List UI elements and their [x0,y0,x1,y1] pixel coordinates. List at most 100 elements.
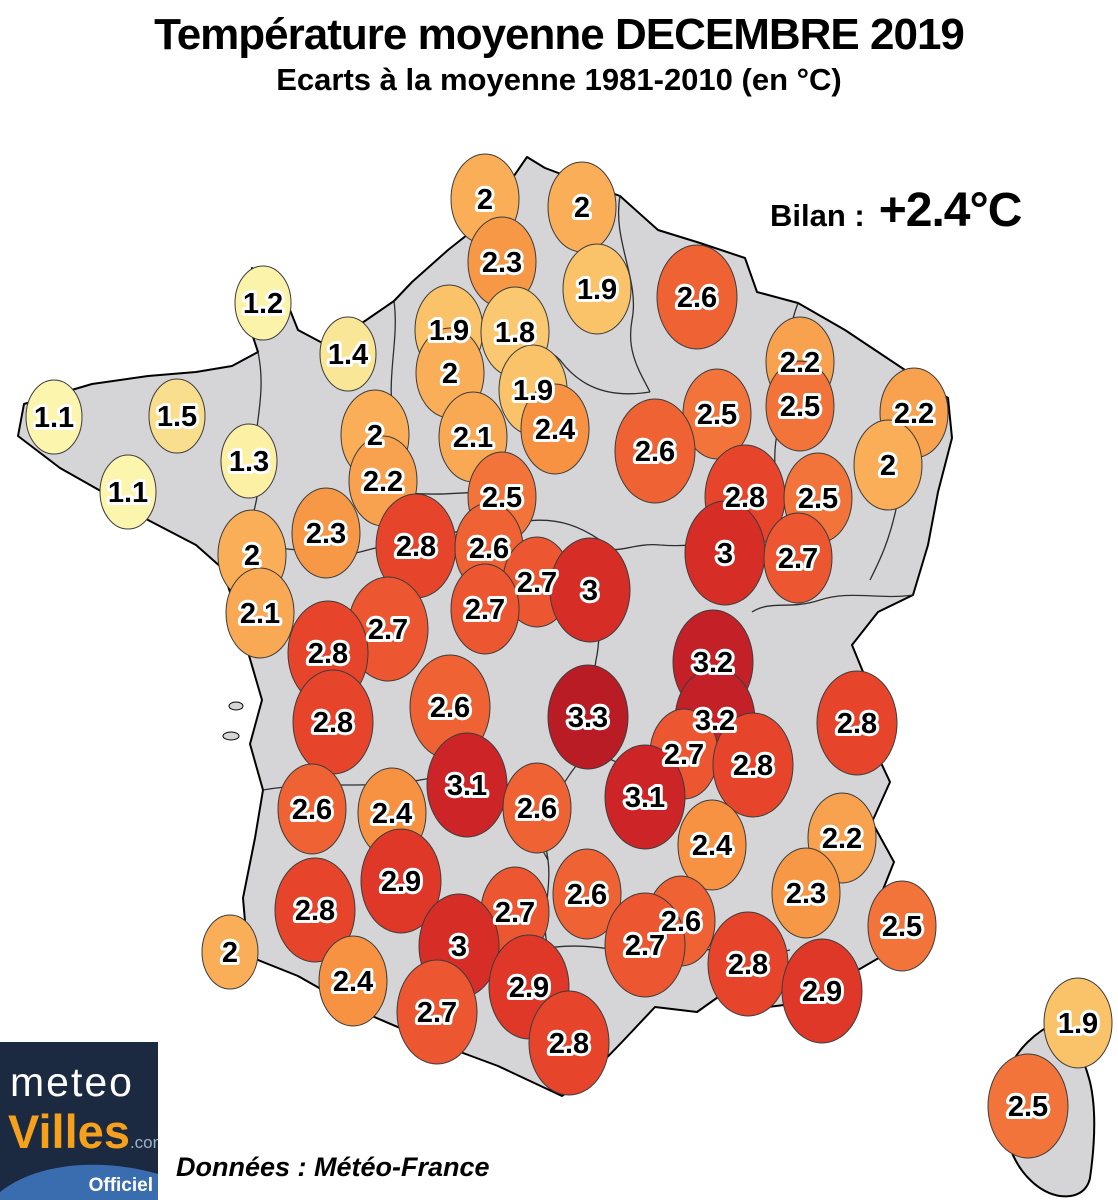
anomaly-ellipse [201,914,259,990]
anomaly-value-label: 1.2 [243,288,283,320]
anomaly-ellipse [771,847,841,939]
data-source: Données : Météo-France [176,1152,490,1182]
anomaly-value-label: 2.9 [381,866,421,898]
anomaly-value-label: 2.8 [837,708,877,740]
page-title: Température moyenne DECEMBRE 2019 [154,10,965,59]
anomaly-value-label: 2.5 [697,399,737,431]
anomaly-value-label: 3.1 [447,770,487,802]
anomaly-ellipse [319,316,377,392]
anomaly-value-label: 2.3 [786,878,826,910]
anomaly-ellipse [291,487,361,579]
anomaly-ellipse [502,762,572,854]
anomaly-value-label: 2.8 [549,1028,589,1060]
anomaly-ellipse [712,712,794,818]
anomaly-ellipse [549,537,631,643]
anomaly-ellipse [781,938,863,1044]
islet [228,701,244,711]
anomaly-ellipse [450,563,520,655]
anomaly-value-label: 3 [717,538,733,570]
anomaly-value-label: 2.5 [780,391,820,423]
anomaly-ellipse [148,378,206,454]
anomaly-value-label: 2.6 [469,533,509,565]
anomaly-value-label: 2.1 [240,598,280,630]
anomaly-ellipse [604,892,686,998]
anomaly-value-label: 2.7 [465,594,505,626]
anomaly-value-label: 1.9 [429,315,469,347]
anomaly-ellipse [867,880,937,972]
anomaly-ellipse [853,419,923,511]
anomaly-ellipse [765,360,835,452]
anomaly-value-label: 2.4 [535,414,575,446]
anomaly-value-label: 1.8 [495,317,535,349]
anomaly-value-label: 2.6 [661,906,701,938]
anomaly-ellipse [763,512,833,604]
anomaly-value-label: 2.2 [822,823,862,855]
anomaly-ellipse [234,265,292,341]
islet [222,731,240,741]
anomaly-ellipse [426,732,508,838]
anomaly-value-label: 2.6 [292,794,332,826]
anomaly-value-label: 2.7 [368,614,408,646]
anomaly-value-label: 2.2 [363,466,403,498]
anomaly-value-label: 1.9 [513,375,553,407]
anomaly-value-label: 2.1 [453,422,493,454]
anomaly-value-label: 2.6 [677,282,717,314]
anomaly-value-label: 2.8 [396,531,436,563]
anomaly-value-label: 1.9 [1058,1008,1098,1040]
anomaly-value-label: 2.8 [725,482,765,514]
anomaly-ellipse [99,454,157,530]
anomaly-value-label: 2.2 [894,398,934,430]
anomaly-ellipse [987,1053,1069,1159]
anomaly-value-label: 2.8 [313,707,353,739]
anomaly-value-label: 1.4 [328,339,368,371]
anomaly-value-label: 2 [367,420,383,452]
anomaly-value-label: 2.3 [482,247,522,279]
anomaly-value-label: 2.5 [482,482,522,514]
anomaly-value-label: 2.5 [882,911,922,943]
anomaly-ellipse [562,243,632,335]
anomaly-value-label: 2.6 [567,879,607,911]
anomaly-value-label: 2.5 [1008,1091,1048,1123]
anomaly-value-label: 2.6 [635,436,675,468]
anomaly-value-label: 1.9 [577,274,617,306]
anomaly-value-label: 2.7 [664,739,704,771]
labels-layer: 2 2 2.3 1.9 2.6 1.2 1.9 1.8 1.4 2.2 2 1.9 2.5 2.2 2.5 1… [31,181,1101,1126]
anomaly-ellipse [656,244,738,350]
anomaly-ellipse [274,857,356,963]
meteovilles-logo: meteo Villes.com Officiel [0,1042,158,1200]
anomaly-value-label: 2.6 [430,692,470,724]
anomaly-value-label: 2.6 [517,793,557,825]
anomaly-value-label: 2.8 [728,949,768,981]
anomaly-value-label: 2.7 [625,930,665,962]
anomaly-value-label: 2.7 [417,997,457,1029]
anomaly-value-label: 2.8 [308,638,348,670]
anomaly-value-label: 2.4 [333,966,373,998]
anomaly-ellipse [816,670,898,776]
anomaly-ellipse [396,959,478,1065]
page-subtitle: Ecarts à la moyenne 1981-2010 (en °C) [276,62,842,97]
anomaly-value-label: 2 [244,540,260,572]
logo-swoosh [0,1164,158,1200]
anomaly-value-label: 3.3 [568,702,608,734]
anomaly-ellipse [318,935,388,1027]
anomaly-value-label: 2.5 [798,483,838,515]
anomaly-value-label: 2.7 [778,543,818,575]
logo-com-text: .com [129,1133,158,1152]
anomaly-ellipse [547,664,629,770]
bilan-label: Bilan : [770,198,865,233]
bilan-summary: Bilan : +2.4°C [770,183,1022,238]
anomaly-value-label: 2 [222,937,238,969]
anomaly-ellipse [220,423,278,499]
anomaly-value-label: 2.7 [495,897,535,929]
anomaly-value-label: 2.2 [780,347,820,379]
anomaly-value-label: 3.2 [695,705,735,737]
logo-meteo-text: meteo [10,1059,134,1105]
anomaly-value-label: 2 [442,358,458,390]
anomaly-value-label: 1.5 [157,401,197,433]
anomaly-ellipse [1043,977,1113,1069]
anomaly-value-label: 2.8 [733,750,773,782]
anomaly-ellipse [25,379,83,455]
anomaly-value-label: 2 [574,192,590,224]
anomaly-value-label: 3.2 [693,647,733,679]
